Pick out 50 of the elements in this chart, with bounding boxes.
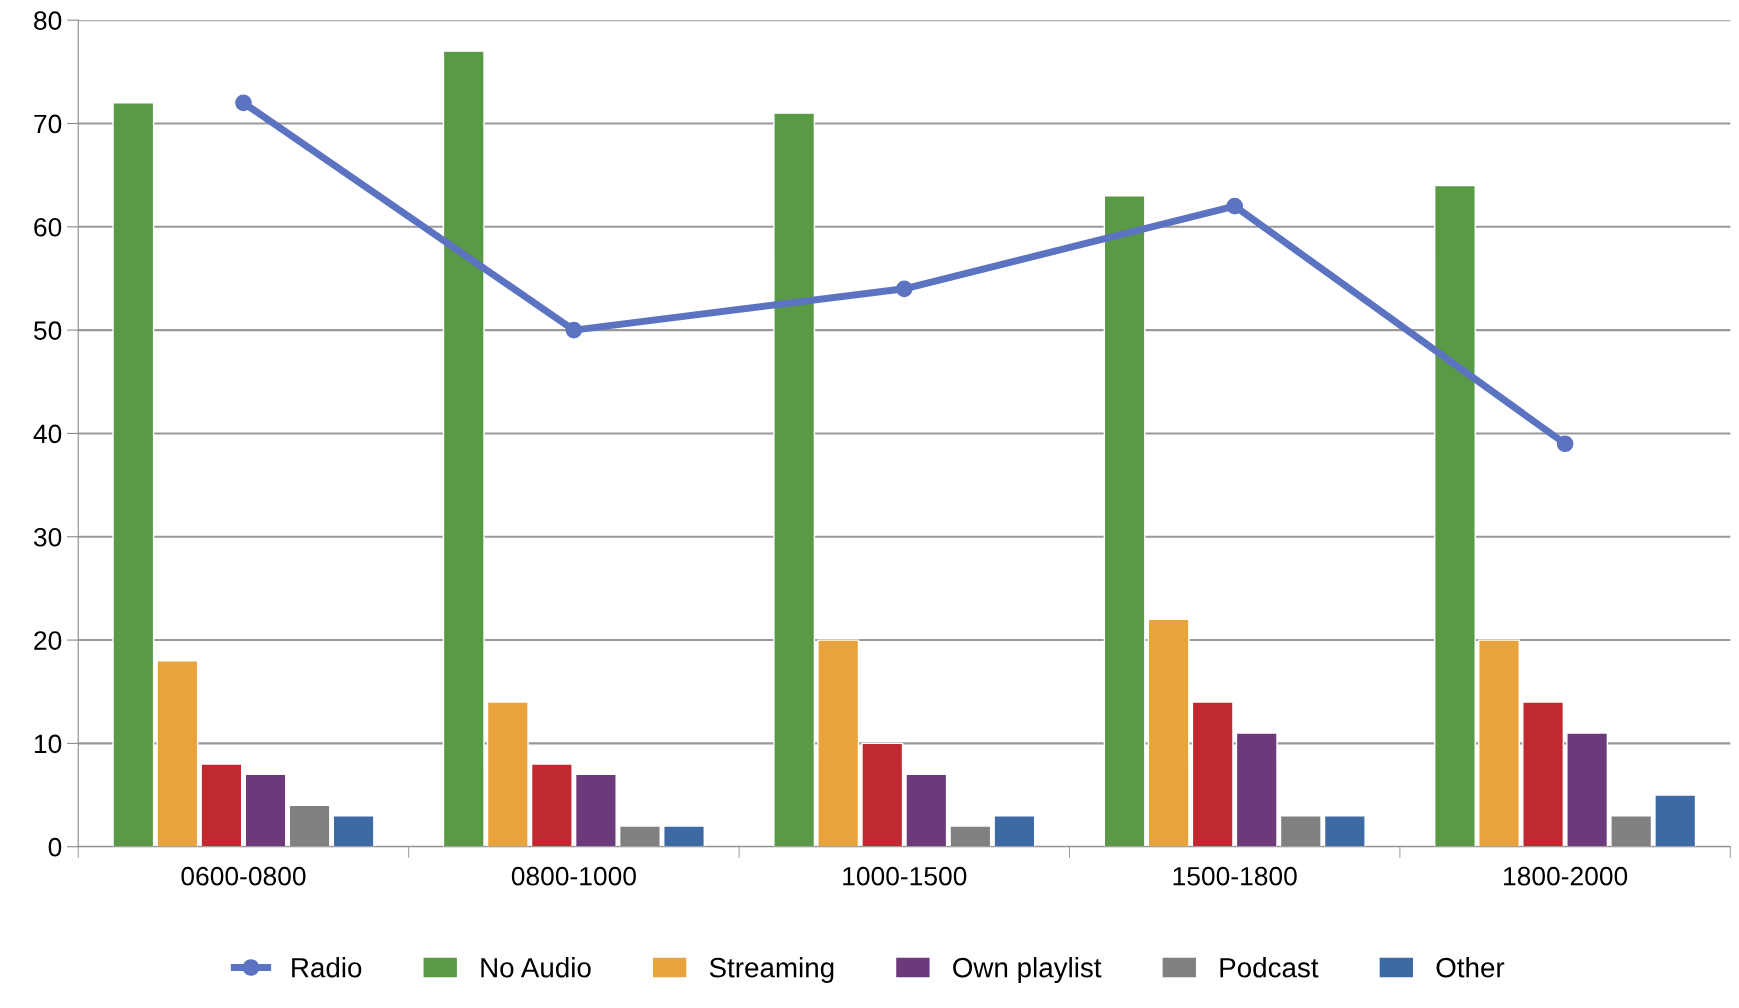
bar [200,763,243,847]
legend-label: Podcast [1220,957,1319,978]
bar [773,112,816,847]
y-tick-label: 80 [34,11,62,30]
bar [1654,794,1697,847]
x-tick-label: 1800-2000 [1504,866,1628,886]
bar [993,815,1036,847]
y-tick-label: 70 [34,114,62,134]
bar [530,763,573,847]
bar [244,773,287,847]
bar [332,815,375,847]
y-tick-label: 50 [33,321,62,340]
legend-label: Radio [292,957,362,978]
bar [1235,732,1278,847]
bar [905,773,948,847]
point [1226,197,1244,215]
point [565,321,583,339]
point [235,94,252,112]
y-tick-label: 60 [34,217,62,237]
bar [442,50,485,847]
legend-label: Other [1436,957,1505,978]
x-tick-label: 1500-1800 [1173,866,1297,886]
bar [1522,701,1565,847]
bar [1434,184,1476,847]
bar [1323,815,1366,847]
legend-label: Streaming [709,957,834,983]
y-tick-label: 0 [48,837,62,857]
y-tick-label: 40 [33,424,62,444]
bar [663,825,705,847]
legend-label: No Audio [481,957,591,978]
bar [1147,618,1190,847]
point [1556,435,1574,453]
bar [817,639,860,847]
y-tick-label: 20 [34,631,62,650]
x-tick-label: 0600-0800 [181,866,306,886]
bar [112,102,155,847]
bar [861,742,904,847]
y-tick-label: 30 [33,527,62,547]
legend-label: Own playlist [953,957,1102,983]
bar [156,660,199,847]
point [895,280,913,298]
bar [1566,732,1609,847]
x-tick-label: 0800-1000 [511,866,636,886]
bar [486,701,529,847]
bar [1191,701,1234,847]
bar [1103,195,1146,847]
bar [574,773,617,847]
x-tick-label: 1000-1500 [843,866,967,886]
bar [1478,639,1520,847]
y-tick-label: 10 [34,734,62,754]
